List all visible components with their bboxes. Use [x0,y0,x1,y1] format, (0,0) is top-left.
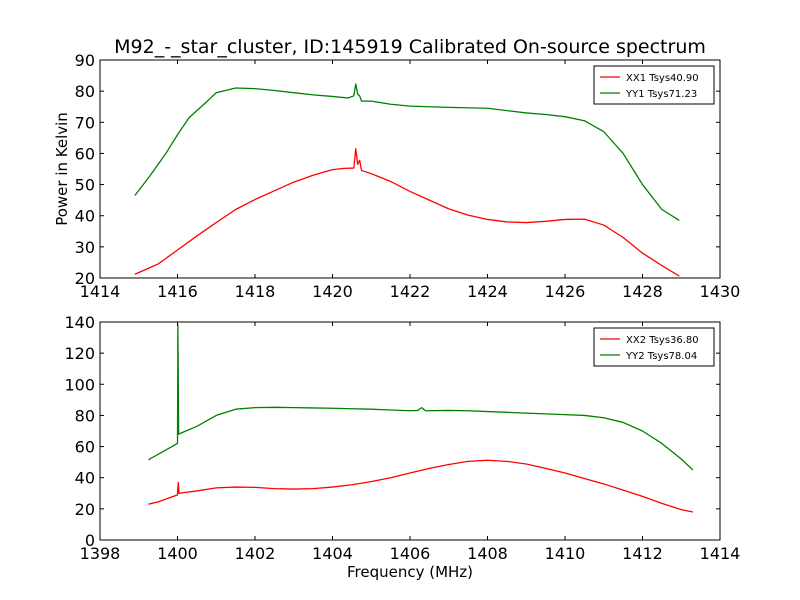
chart-title: M92_-_star_cluster, ID:145919 Calibrated… [114,36,706,58]
legend-entry: YY2 Tsys78.04 [625,351,697,362]
x-tick-label: 1414 [700,544,741,563]
x-tick-label: 1406 [390,544,431,563]
y-tick-label: 50 [75,176,95,195]
legend-entry: YY1 Tsys71.23 [625,89,697,100]
y-tick-label: 30 [75,238,95,257]
legend: XX1 Tsys40.90 YY1 Tsys71.23 [593,65,715,105]
y-tick-label: 20 [75,269,95,288]
bottom-x-axis-label: Frequency (MHz) [347,563,473,581]
legend: XX2 Tsys36.80 YY2 Tsys78.04 [593,327,715,367]
legend-box [593,327,715,367]
y-tick-label: 140 [64,313,95,332]
y-tick-label: 120 [64,344,95,363]
bottom-plot-area: 1398 1400 1402 1404 1406 1408 1410 1412 1414 0 20 4… [64,313,740,563]
y-tick-label: 80 [75,406,95,425]
bottom-subplot: Frequency (MHz) 1398 1400 1402 1404 1406 1408… [64,313,740,581]
top-y-axis-label: Power in Kelvin [53,112,71,226]
legend-entry: XX2 Tsys36.80 [626,335,699,346]
legend-entry: XX1 Tsys40.90 [626,73,699,84]
x-tick-label: 1404 [312,544,353,563]
x-tick-label: 1428 [622,282,663,301]
y-tick-label: 60 [75,144,95,163]
y-tick-label: 0 [85,531,95,550]
top-plot-area: 1414 1416 1418 1420 1422 1424 1426 1428 1430 20 30… [75,51,741,301]
legend-box [593,65,715,105]
x-tick-label: 1408 [467,544,508,563]
y-tick-label: 90 [75,51,95,70]
top-subplot: M92_-_star_cluster, ID:145919 Calibrated… [53,36,740,301]
x-tick-label: 1412 [622,544,663,563]
series-line-xx2 [148,459,693,513]
x-tick-label: 1426 [545,282,586,301]
x-tick-label: 1398 [80,544,121,563]
y-tick-label: 60 [75,438,95,457]
x-tick-label: 1410 [545,544,586,563]
x-tick-label: 1402 [235,544,276,563]
x-tick-label: 1422 [390,282,431,301]
x-tick-label: 1424 [467,282,508,301]
series-line-xx1 [134,148,680,277]
x-tick-label: 1430 [700,282,741,301]
x-tick-label: 1418 [235,282,276,301]
x-tick-label: 1416 [157,282,198,301]
y-tick-label: 40 [75,469,95,488]
y-tick-label: 40 [75,207,95,226]
y-tick-label: 20 [75,500,95,519]
y-tick-label: 100 [64,375,95,394]
series-line-yy2 [148,324,694,471]
series-line-yy1 [134,83,680,221]
y-tick-label: 70 [75,113,95,132]
x-tick-label: 1420 [312,282,353,301]
x-tick-label: 1414 [80,282,121,301]
y-tick-label: 80 [75,82,95,101]
x-tick-label: 1400 [157,544,198,563]
